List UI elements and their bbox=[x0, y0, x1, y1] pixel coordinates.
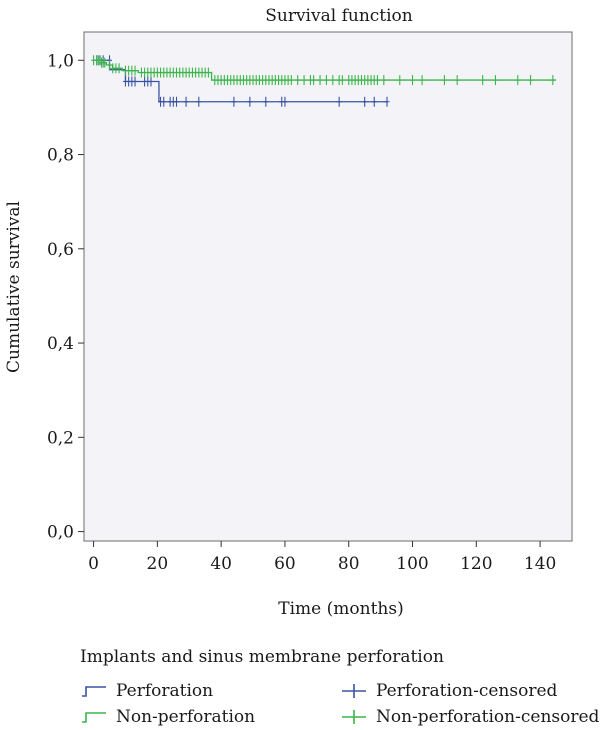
censor-marker bbox=[374, 75, 380, 86]
censor-marker bbox=[397, 75, 403, 86]
censor-marker bbox=[107, 59, 113, 70]
x-tick-label: 140 bbox=[524, 554, 556, 574]
censor-marker bbox=[454, 75, 460, 86]
censor-marker bbox=[381, 75, 387, 86]
step-line-icon bbox=[82, 686, 106, 697]
censor-marker bbox=[161, 96, 167, 107]
x-tick-label: 80 bbox=[338, 554, 360, 574]
censor-marker bbox=[205, 67, 211, 78]
censor-marker bbox=[183, 96, 189, 107]
censor-marker bbox=[282, 96, 288, 107]
step-line-icon bbox=[82, 712, 106, 723]
censor-marker bbox=[371, 96, 377, 107]
y-tick-label: 0,6 bbox=[47, 240, 74, 260]
plus-marker-icon bbox=[342, 710, 366, 724]
censor-marker bbox=[480, 75, 486, 86]
censor-marker bbox=[419, 75, 425, 86]
censor-marker bbox=[311, 75, 317, 86]
censor-marker bbox=[339, 75, 345, 86]
legend-item-non-perforation: Non-perforation bbox=[80, 706, 255, 728]
censor-marker bbox=[263, 96, 269, 107]
legend-label: Non-perforation bbox=[116, 707, 256, 727]
survival-chart: Survival function 0,0 0,2 0,4 0,6 0,8 1,0 0 20… bbox=[4, 6, 573, 619]
censor-marker bbox=[550, 75, 556, 86]
legend-item-perforation-censored: Perforation-censored bbox=[340, 680, 557, 702]
censor-marker bbox=[323, 75, 329, 86]
legend-item-perforation: Perforation bbox=[80, 680, 213, 702]
legend-label: Perforation-censored bbox=[376, 681, 558, 701]
censor-marker bbox=[317, 75, 323, 86]
censor-marker bbox=[528, 75, 534, 86]
censor-marker bbox=[173, 96, 179, 107]
censor-marker bbox=[330, 75, 336, 86]
y-tick-label: 0,0 bbox=[47, 523, 74, 543]
plot-area bbox=[83, 31, 573, 542]
censor-marker bbox=[288, 75, 294, 86]
x-axis: 0 20 40 60 80 100 120 140 bbox=[88, 541, 556, 574]
chart-title: Survival function bbox=[265, 6, 413, 26]
legend-label: Non-perforation-censored bbox=[376, 707, 600, 727]
legend-title: Implants and sinus membrane perforation bbox=[80, 647, 444, 667]
censor-marker bbox=[132, 76, 138, 87]
censor-marker bbox=[515, 75, 521, 86]
censor-marker bbox=[231, 96, 237, 107]
x-axis-label: Time (months) bbox=[278, 599, 403, 619]
censor-marker bbox=[301, 75, 307, 86]
y-axis: 0,0 0,2 0,4 0,6 0,8 1,0 bbox=[47, 51, 84, 543]
censor-marker bbox=[116, 63, 122, 74]
y-tick-label: 0,8 bbox=[47, 146, 74, 166]
legend-label: Perforation bbox=[116, 681, 214, 701]
x-tick-label: 60 bbox=[274, 554, 296, 574]
y-axis-label: Cumulative survival bbox=[4, 201, 24, 373]
x-tick-label: 100 bbox=[396, 554, 428, 574]
censor-marker bbox=[410, 75, 416, 86]
series-layer bbox=[91, 55, 557, 107]
censor-marker bbox=[295, 75, 301, 86]
y-tick-label: 0,4 bbox=[47, 334, 74, 354]
x-tick-label: 40 bbox=[210, 554, 232, 574]
censor-marker bbox=[441, 75, 447, 86]
y-tick-label: 1,0 bbox=[47, 51, 74, 71]
censor-marker bbox=[247, 96, 253, 107]
censor-marker bbox=[384, 96, 390, 107]
censor-marker bbox=[362, 96, 368, 107]
censor-marker bbox=[492, 75, 498, 86]
plus-marker-icon bbox=[342, 684, 366, 698]
censor-marker bbox=[336, 96, 342, 107]
y-tick-label: 0,2 bbox=[47, 428, 74, 448]
legend: Implants and sinus membrane perforation … bbox=[80, 645, 600, 728]
x-tick-label: 0 bbox=[88, 554, 99, 574]
censor-marker bbox=[102, 57, 108, 68]
x-tick-label: 20 bbox=[147, 554, 169, 574]
censor-marker bbox=[95, 55, 101, 66]
x-tick-label: 120 bbox=[460, 554, 492, 574]
legend-item-non-perforation-censored: Non-perforation-censored bbox=[340, 706, 599, 728]
censor-marker bbox=[196, 96, 202, 107]
censor-marker bbox=[132, 65, 138, 76]
censor-marker bbox=[148, 76, 154, 87]
